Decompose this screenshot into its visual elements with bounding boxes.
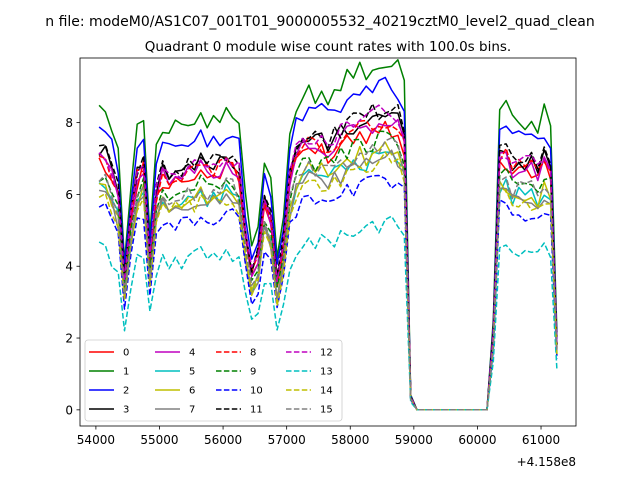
x-tick-label: 55000 [140, 433, 178, 447]
x-axis-offset-label: +4.158e8 [517, 455, 576, 469]
legend-label-15: 15 [320, 405, 333, 416]
legend-label-12: 12 [320, 348, 333, 359]
legend-label-3: 3 [123, 405, 129, 416]
legend-label-14: 14 [320, 386, 333, 397]
legend-label-13: 13 [320, 367, 333, 378]
x-axis: 54000 55000 56000 57000 58000 59000 60000 61000 [77, 426, 560, 447]
x-tick-label: 54000 [77, 433, 115, 447]
legend-label-0: 0 [123, 348, 129, 359]
y-tick-label: 6 [65, 188, 73, 202]
x-tick-label: 60000 [458, 433, 496, 447]
x-tick-label: 57000 [268, 433, 306, 447]
chart-title: Quadrant 0 module wise count rates with … [145, 39, 511, 55]
x-tick-label: 56000 [204, 433, 242, 447]
figure-suptitle: n file: modeM0/AS1C07_001T01_9000005532_… [45, 14, 594, 30]
y-tick-label: 0 [65, 403, 73, 417]
legend-label-2: 2 [123, 386, 129, 397]
y-tick-label: 2 [65, 332, 73, 346]
axes-frame [79, 57, 577, 427]
legend-label-9: 9 [250, 367, 256, 378]
y-tick-label: 4 [65, 260, 73, 274]
x-tick-label: 61000 [522, 433, 560, 447]
plot-lines [98, 59, 558, 411]
series-line-15 [98, 137, 558, 411]
legend-label-5: 5 [189, 367, 195, 378]
series-line-13 [98, 215, 558, 411]
y-tick-label: 8 [65, 116, 73, 130]
legend-label-11: 11 [250, 405, 263, 416]
legend-box [84, 339, 343, 422]
legend-label-8: 8 [250, 348, 256, 359]
legend-label-4: 4 [189, 348, 195, 359]
legend-label-1: 1 [123, 367, 129, 378]
legend-label-10: 10 [250, 386, 263, 397]
x-tick-label: 58000 [331, 433, 369, 447]
y-axis: 0 2 4 6 8 [65, 116, 80, 417]
legend-label-7: 7 [189, 405, 195, 416]
legend-label-6: 6 [189, 386, 195, 397]
x-tick-label: 59000 [395, 433, 433, 447]
